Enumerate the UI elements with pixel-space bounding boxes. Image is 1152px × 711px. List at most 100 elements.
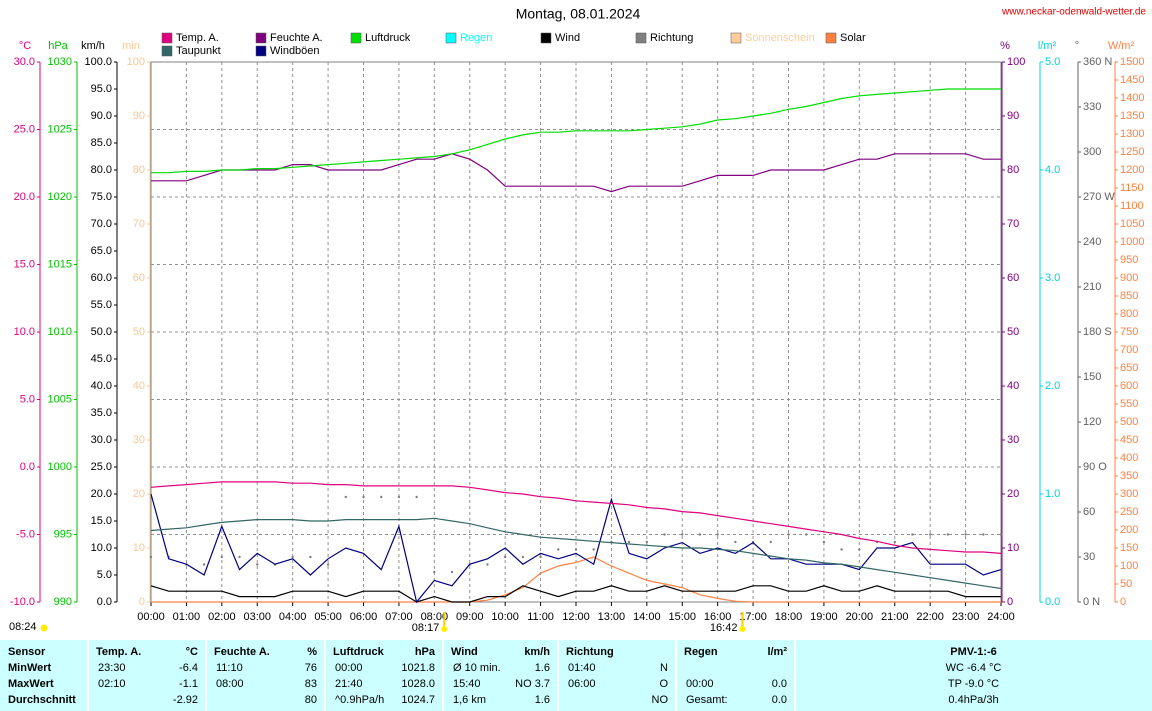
y-tick-label: 90.0 [91, 110, 112, 122]
y-tick-label: 30.0 [14, 56, 35, 68]
y-tick-label: 500 [1120, 416, 1138, 428]
direction-dot [769, 540, 772, 544]
y-tick-label: 250 [1120, 506, 1138, 518]
row-label: Durchschnitt [8, 694, 76, 706]
direction-dot [734, 540, 737, 544]
direction-dot [627, 540, 631, 544]
direction-dot [911, 533, 914, 536]
direction-dot [397, 495, 401, 499]
cell-text: 06:00 [568, 678, 596, 690]
x-tick-label: 07:00 [385, 611, 413, 623]
direction-dot [999, 533, 1003, 536]
series-line [150, 493, 1002, 604]
y-tick-label: 3.0 [1045, 272, 1060, 284]
y-tick-label: 10.0 [91, 542, 112, 554]
direction-dot [380, 495, 383, 499]
legend-swatch [161, 32, 173, 44]
y-tick-label: 90 [133, 110, 145, 122]
y-tick-label: 5.0 [1045, 56, 1060, 68]
direction-dot [291, 555, 294, 559]
cell-value: -1.1 [179, 678, 198, 690]
direction-dot [698, 533, 702, 536]
x-tick-label: 00:00 [137, 611, 165, 623]
legend-label: Taupunkt [176, 45, 221, 57]
y-tick-label: 1250 [1120, 146, 1144, 158]
y-tick-label: 0 [139, 596, 145, 608]
y-tick-label: 1300 [1120, 128, 1144, 140]
cell-text: 15:40 [453, 678, 481, 690]
direction-dot [928, 533, 932, 536]
y-tick-label: 1000 [1120, 236, 1144, 248]
cell-value: 1.6 [535, 662, 550, 674]
y-tick-label: 35.0 [91, 407, 112, 419]
direction-dot [787, 533, 790, 536]
y-tick-label: 0.0 [97, 596, 112, 608]
y-tick-label: 60 [1007, 272, 1019, 284]
y-tick-label: 900 [1120, 272, 1138, 284]
y-tick-label: 120 [1083, 416, 1101, 428]
direction-dot [433, 570, 436, 574]
y-tick-label: 100 [1007, 56, 1025, 68]
y-tick-label: 270 W [1083, 191, 1115, 203]
cell-text: 00:00 [686, 678, 714, 690]
y-tick-label: 60.0 [91, 272, 112, 284]
direction-dot [574, 548, 578, 551]
x-tick-label: 16:00 [704, 611, 732, 623]
y-tick-label: 150 [1083, 371, 1101, 383]
y-tick-label: 450 [1120, 434, 1138, 446]
cell-value: 0.0 [772, 694, 787, 706]
cell-text: 1,6 km [453, 694, 486, 706]
cell-value: 76 [305, 662, 317, 674]
y-tick-label: 0.0 [1045, 596, 1060, 608]
legend-swatch [255, 45, 267, 57]
y-tick-label: 0 N [1083, 596, 1100, 608]
direction-dot [256, 563, 259, 566]
y-tick-label: 50 [1120, 578, 1132, 590]
legend-swatch [635, 32, 647, 44]
axis-unit: % [1000, 40, 1010, 52]
table-header: Sensor [8, 646, 46, 658]
y-tick-label: 70 [133, 218, 145, 230]
series-line [150, 517, 1002, 590]
series-line [150, 481, 1002, 554]
y-tick-label: 40.0 [91, 380, 112, 392]
y-tick-label: 40 [133, 380, 145, 392]
x-tick-label: 09:00 [456, 611, 484, 623]
series-line [150, 585, 1001, 603]
cell-text: Gesamt: [686, 694, 728, 706]
axis-unit: °C [19, 40, 31, 52]
y-tick-label: 360 N [1083, 56, 1112, 68]
cell-text: ^0.9hPa/h [335, 694, 384, 706]
y-tick-label: 650 [1120, 362, 1138, 374]
cell-text: 21:40 [335, 678, 363, 690]
cell-text: 00:00 [335, 662, 363, 674]
cell-text: 23:30 [98, 662, 126, 674]
x-tick-label: 24:00 [987, 611, 1015, 623]
x-tick-label: 02:00 [208, 611, 236, 623]
y-tick-label: 30.0 [91, 434, 112, 446]
y-tick-label: 1020 [48, 191, 72, 203]
x-tick-label: 19:00 [810, 611, 838, 623]
row-label: MaxWert [8, 678, 54, 690]
y-tick-label: 70.0 [91, 218, 112, 230]
cell-text: Ø 10 min. [453, 662, 501, 674]
cell-value: 0.0 [772, 678, 787, 690]
cell-value: 1.6 [535, 694, 550, 706]
legend-label: Solar [840, 32, 866, 44]
cell-value: 1028.0 [401, 678, 435, 690]
y-tick-label: 1100 [1120, 200, 1144, 212]
direction-dot [716, 533, 719, 536]
legend-label: Sonnenschein [745, 32, 815, 44]
y-tick-label: 300 [1120, 488, 1138, 500]
sun-icon [40, 624, 48, 632]
y-tick-label: 10.0 [14, 326, 35, 338]
y-tick-label: 100.0 [84, 56, 112, 68]
column-unit: % [307, 646, 317, 658]
y-tick-label: 1500 [1120, 56, 1144, 68]
legend-label: Luftdruck [365, 32, 411, 44]
daylight-label: 08:24 [9, 621, 37, 633]
series-line [151, 556, 1001, 603]
y-tick-label: 80.0 [91, 164, 112, 176]
axis-unit: W/m² [1108, 40, 1135, 52]
